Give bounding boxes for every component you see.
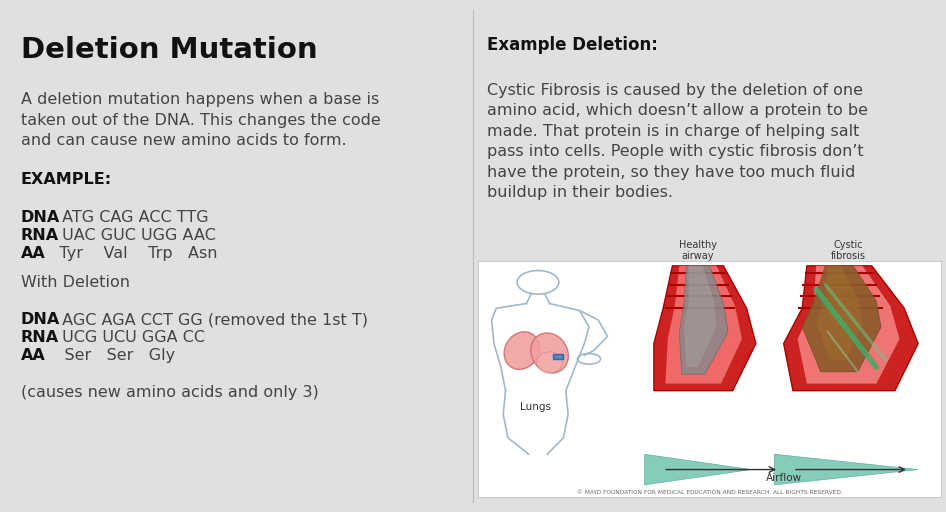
Polygon shape xyxy=(679,266,728,374)
Ellipse shape xyxy=(536,352,562,373)
Polygon shape xyxy=(644,454,751,485)
Text: Healthy
airway: Healthy airway xyxy=(679,240,717,261)
Text: Cystic Fibrosis is caused by the deletion of one
amino acid, which doesn’t allow: Cystic Fibrosis is caused by the deletio… xyxy=(487,83,868,200)
Bar xyxy=(552,354,563,359)
Text: AA: AA xyxy=(21,246,45,261)
Text: Deletion Mutation: Deletion Mutation xyxy=(21,36,318,64)
Polygon shape xyxy=(802,266,881,372)
Polygon shape xyxy=(684,266,716,367)
Text: © MAYO FOUNDATION FOR MEDICAL EDUCATION AND RESEARCH. ALL RIGHTS RESERVED.: © MAYO FOUNDATION FOR MEDICAL EDUCATION … xyxy=(577,490,842,496)
Polygon shape xyxy=(665,266,742,383)
Ellipse shape xyxy=(531,333,569,373)
Polygon shape xyxy=(654,266,756,391)
Text: Cystic
fibrosis: Cystic fibrosis xyxy=(832,240,866,261)
Polygon shape xyxy=(797,266,900,383)
Text: EXAMPLE:: EXAMPLE: xyxy=(21,172,112,186)
Text: Lungs: Lungs xyxy=(520,402,552,413)
Text: Ser   Ser   Gly: Ser Ser Gly xyxy=(44,348,176,363)
Text: UAC GUC UGG AAC: UAC GUC UGG AAC xyxy=(57,228,216,243)
Text: AA: AA xyxy=(21,348,45,363)
Text: DNA: DNA xyxy=(21,312,60,327)
Text: DNA: DNA xyxy=(21,210,60,225)
Text: Airflow: Airflow xyxy=(765,473,801,483)
Text: UCG UCU GGA CC: UCG UCU GGA CC xyxy=(57,330,204,345)
Text: Tyr    Val    Trp   Asn: Tyr Val Trp Asn xyxy=(44,246,218,261)
FancyBboxPatch shape xyxy=(478,261,941,497)
Text: AGC AGA CCT GG (removed the 1st T): AGC AGA CCT GG (removed the 1st T) xyxy=(57,312,368,327)
Text: ATG CAG ACC TTG: ATG CAG ACC TTG xyxy=(57,210,208,225)
Polygon shape xyxy=(816,266,863,360)
Polygon shape xyxy=(775,454,918,485)
Text: A deletion mutation happens when a base is
taken out of the DNA. This changes th: A deletion mutation happens when a base … xyxy=(21,92,380,148)
Ellipse shape xyxy=(504,332,539,369)
Text: RNA: RNA xyxy=(21,330,59,345)
Text: Example Deletion:: Example Deletion: xyxy=(487,36,658,54)
Text: RNA: RNA xyxy=(21,228,59,243)
Polygon shape xyxy=(783,266,918,391)
Text: (causes new amino acids and only 3): (causes new amino acids and only 3) xyxy=(21,385,319,400)
Text: With Deletion: With Deletion xyxy=(21,275,130,290)
